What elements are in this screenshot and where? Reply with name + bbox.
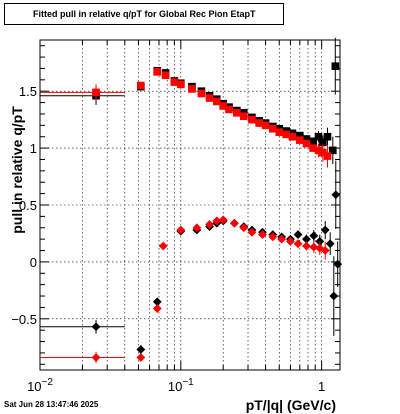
data-point-square xyxy=(328,146,337,155)
data-point-diamond xyxy=(239,223,249,233)
data-point-diamond xyxy=(247,227,257,237)
y-tick-label: 0 xyxy=(30,255,37,270)
y-tick-label: 1 xyxy=(30,141,37,156)
data-point-square xyxy=(233,109,241,117)
x-tick-label: 1 xyxy=(318,379,325,394)
data-point-diamond xyxy=(212,216,222,226)
data-point-diamond xyxy=(320,246,330,255)
data-point-square xyxy=(92,88,100,97)
date-stamp: Sat Jun 28 13:47:46 2025 xyxy=(4,400,99,409)
data-point-diamond xyxy=(192,223,202,233)
data-point-diamond xyxy=(91,322,101,332)
data-point-square xyxy=(309,144,317,152)
data-point-square xyxy=(197,89,206,98)
data-point-diamond xyxy=(320,225,330,235)
plot-title-box: Fitted pull in relative q/pT for Global … xyxy=(4,3,284,25)
data-point-square xyxy=(219,102,228,110)
data-point-square xyxy=(309,137,317,146)
series-2 xyxy=(40,68,332,168)
data-point-square xyxy=(296,136,304,144)
data-point-square xyxy=(261,121,270,130)
data-point-square xyxy=(205,94,214,102)
data-point-square xyxy=(302,135,311,143)
data-point-square xyxy=(314,132,323,141)
data-point-square xyxy=(314,146,323,155)
data-point-square xyxy=(161,71,170,80)
data-series xyxy=(40,37,343,364)
data-point-diamond xyxy=(268,232,278,242)
data-point-diamond xyxy=(293,230,303,239)
series-3 xyxy=(40,160,343,355)
data-point-square xyxy=(188,85,196,93)
data-point-square xyxy=(170,78,179,86)
data-point-diamond xyxy=(152,297,162,307)
y-axis-label: pull in relative q/pT xyxy=(9,106,25,234)
data-point-square xyxy=(319,148,327,157)
data-point-square xyxy=(255,119,263,127)
data-point-diamond xyxy=(309,231,319,241)
data-point-square xyxy=(319,138,327,147)
data-point-square xyxy=(331,62,340,70)
data-point-diamond xyxy=(258,230,267,239)
data-point-diamond xyxy=(91,353,101,362)
data-point-square xyxy=(282,130,290,139)
data-point-square xyxy=(323,152,332,160)
data-point-diamond xyxy=(331,190,341,200)
data-point-square xyxy=(323,132,332,141)
x-tick-label: 10−1 xyxy=(168,377,194,394)
series-1 xyxy=(40,37,340,165)
x-axis-label: pT/|q| (GeV/c) xyxy=(246,397,336,413)
data-point-diamond xyxy=(176,225,186,235)
data-point-square xyxy=(212,97,221,106)
data-point-diamond xyxy=(325,239,335,249)
data-point-square xyxy=(288,132,297,141)
grid-lines xyxy=(39,40,340,370)
axes: −0.5 0 0.5 1 1.5 10−2 10−1 1 xyxy=(11,40,340,394)
data-point-diamond xyxy=(302,234,311,244)
data-point-diamond xyxy=(333,259,343,269)
y-tick-label: 0.5 xyxy=(19,198,37,213)
data-point-diamond xyxy=(277,234,287,244)
data-point-diamond xyxy=(136,345,146,354)
data-point-square xyxy=(296,131,304,140)
data-point-square xyxy=(275,128,284,136)
data-point-diamond xyxy=(229,218,239,228)
data-point-diamond xyxy=(293,239,303,249)
data-point-diamond xyxy=(329,291,339,301)
data-point-diamond xyxy=(218,215,228,225)
data-point-square xyxy=(153,68,162,76)
data-point-square xyxy=(137,81,145,90)
data-point-diamond xyxy=(302,241,311,251)
series-4 xyxy=(40,215,330,364)
data-point-diamond xyxy=(152,304,162,313)
data-point-square xyxy=(269,124,277,133)
data-point-diamond xyxy=(286,237,295,246)
x-tick-label: 10−2 xyxy=(27,377,53,394)
data-point-square xyxy=(248,115,256,124)
y-tick-label: 1.5 xyxy=(19,84,37,99)
data-point-diamond xyxy=(158,241,168,251)
y-tick-label: −0.5 xyxy=(11,312,37,327)
data-point-diamond xyxy=(309,242,319,252)
data-point-square xyxy=(177,80,185,89)
data-point-square xyxy=(239,112,248,121)
data-point-square xyxy=(225,105,233,114)
data-point-diamond xyxy=(136,353,146,362)
data-point-square xyxy=(302,139,311,148)
plot-title: Fitted pull in relative q/pT for Global … xyxy=(33,9,256,19)
data-point-diamond xyxy=(205,219,214,229)
